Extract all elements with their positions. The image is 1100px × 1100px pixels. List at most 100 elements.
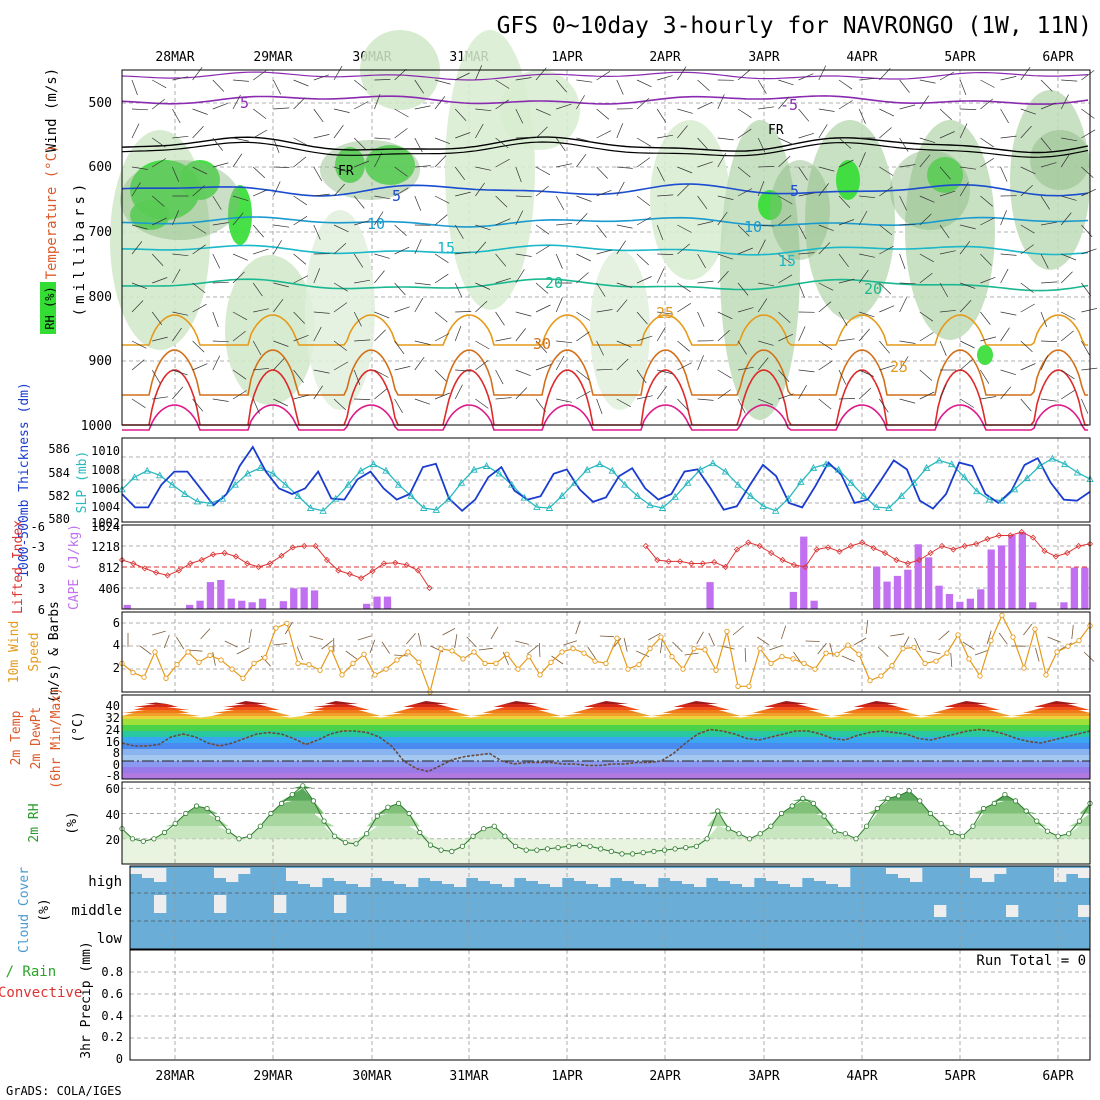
wind-barb	[818, 65, 827, 81]
wind-point	[1010, 634, 1016, 640]
slp-point	[269, 469, 277, 477]
wind-barb	[576, 153, 587, 168]
wind-barb	[939, 190, 956, 197]
li-point	[825, 544, 832, 551]
wind-barb	[555, 137, 566, 152]
wind-barb	[596, 130, 612, 139]
wind-barb	[758, 398, 774, 406]
wind-barb	[1061, 253, 1077, 261]
slp-point	[558, 491, 566, 499]
slp-point	[859, 491, 868, 499]
slp-point	[734, 480, 742, 488]
wind-barb	[879, 305, 895, 313]
wind-barb	[697, 398, 714, 401]
slp-point	[457, 478, 466, 486]
wind-barb	[1040, 281, 1058, 284]
cape-li-panel: -6 -3 0 3 6 1624 1218 812 406 Lifted Ind…	[11, 520, 1094, 617]
wind-barb	[899, 164, 916, 168]
wind-barb	[636, 157, 651, 168]
wind-point	[526, 653, 532, 660]
li-point	[426, 584, 433, 592]
wind-barb	[717, 211, 728, 226]
rh-point	[970, 823, 976, 829]
wind-barb	[152, 217, 167, 226]
wind-point	[658, 634, 664, 640]
rh-point	[938, 820, 944, 827]
cape-bar	[363, 603, 371, 609]
wind-barb	[596, 108, 610, 120]
wind-barb	[414, 137, 423, 153]
wind-barb	[252, 166, 266, 179]
wind-barb	[879, 108, 894, 117]
cloud-clear	[898, 868, 911, 878]
wind-barb	[455, 72, 470, 81]
wind-barb	[778, 155, 791, 168]
wind-barb	[333, 243, 347, 255]
wind-barb	[960, 108, 977, 110]
slp-point	[357, 466, 365, 474]
wind-barb	[152, 396, 169, 400]
rh-point	[544, 846, 551, 852]
rh-point	[247, 833, 253, 839]
wind-barb	[980, 195, 993, 207]
wind-point	[493, 660, 499, 667]
cloud-clear	[610, 868, 623, 878]
li-point	[210, 551, 217, 558]
cloud-clear	[838, 868, 851, 887]
wind-barb	[455, 132, 471, 139]
wind-point	[889, 663, 895, 669]
wind-point	[999, 612, 1005, 619]
wind-barb	[717, 330, 730, 342]
li-axis: -6 -3 0 3 6	[31, 520, 45, 617]
wind-barb	[345, 650, 358, 660]
axis-label: Lifted Index	[11, 520, 26, 614]
cloud-rows	[130, 866, 1091, 949]
thickness-line	[121, 445, 1091, 513]
wind-barb	[273, 107, 290, 110]
cape-bar	[1008, 535, 1016, 609]
cloud-clear	[358, 868, 371, 887]
li-point	[961, 542, 968, 550]
wind-barb	[455, 251, 472, 255]
wind-barb	[859, 195, 876, 199]
wind-barb	[919, 137, 936, 144]
cloud-clear	[214, 895, 227, 913]
wind-barb	[172, 268, 181, 284]
wind-point	[812, 666, 818, 672]
date-label: 28MAR	[155, 50, 194, 65]
slp-point	[432, 505, 441, 513]
wind-barb	[838, 137, 852, 149]
wind-point	[394, 657, 400, 663]
contour-label: 5	[240, 94, 249, 112]
li-point	[221, 549, 228, 557]
axis-label: 2m RH	[27, 803, 42, 842]
wind-point	[1043, 672, 1049, 678]
wind-barb	[899, 223, 916, 226]
wind-barb	[313, 311, 330, 314]
wind-barb	[273, 79, 282, 95]
wind-barb	[333, 124, 344, 139]
wind-speed-line	[119, 612, 1093, 695]
wind-barb	[455, 311, 472, 313]
wind-barb	[131, 340, 147, 349]
wind-barb	[879, 186, 893, 197]
slp-point	[1023, 474, 1031, 482]
slp-point	[759, 502, 767, 510]
isotherm	[122, 278, 1089, 292]
wind-barb	[313, 134, 330, 139]
rh-point	[215, 815, 221, 822]
wind-barb	[950, 652, 953, 668]
li-point	[153, 569, 160, 576]
wind-barb	[575, 620, 581, 635]
wind-barb	[394, 366, 411, 371]
li-point	[756, 542, 763, 550]
rh-point	[917, 798, 923, 804]
wind-barb	[1060, 153, 1071, 168]
rh-core	[927, 157, 963, 193]
wind-barb	[939, 340, 947, 356]
wind-barb	[212, 79, 225, 92]
wind-point	[504, 651, 510, 657]
cloud-clear	[886, 868, 899, 874]
slp-point	[231, 480, 239, 488]
wind-barb	[333, 108, 350, 113]
